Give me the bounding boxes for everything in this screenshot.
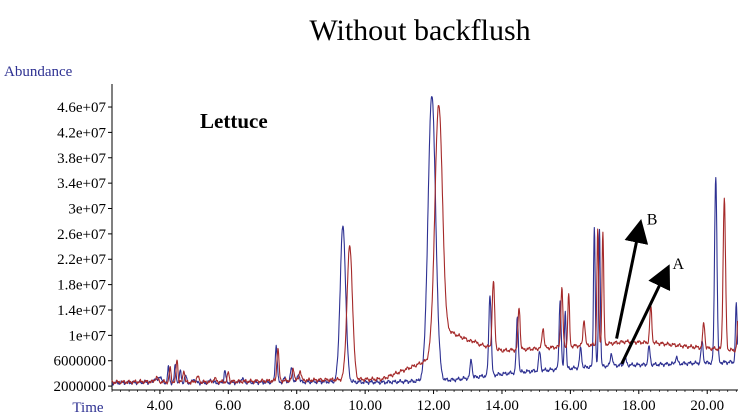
axes: 2000000 6000000 1e+07 1.4e+07 1.8e+07 2.2e+07… [54, 84, 738, 414]
y-tick-label: 1e+07 [68, 328, 106, 344]
sample-label-lettuce: Lettuce [200, 109, 268, 133]
y-tick-label: 3.4e+07 [57, 176, 106, 192]
series-line-b [111, 104, 738, 385]
x-tick-label: 4.00 [147, 398, 173, 414]
y-tick-label: 3e+07 [68, 202, 106, 218]
y-tick-label: 2.2e+07 [57, 252, 106, 268]
y-axis-label: Abundance [4, 64, 73, 80]
y-tick-label: 3.8e+07 [57, 151, 106, 167]
series-layer [111, 96, 738, 386]
y-tick-label: 6000000 [54, 354, 107, 370]
x-tick-label: 8.00 [284, 398, 310, 414]
x-tick-label: 12.00 [417, 398, 451, 414]
y-tick-label: 1.8e+07 [57, 278, 106, 294]
series-line-a [111, 96, 738, 386]
y-tick-label: 2000000 [54, 379, 107, 395]
y-tick-label: 4.2e+07 [57, 125, 106, 141]
x-tick-label: 16.00 [554, 398, 588, 414]
arrow-b [615, 218, 649, 339]
x-tick-label: 20.00 [690, 398, 724, 414]
x-tick-label: 18.00 [622, 398, 656, 414]
arrow-a [620, 264, 671, 365]
x-tick-label: 6.00 [215, 398, 241, 414]
annotation-layer: BA [615, 212, 684, 365]
y-tick-label: 2.6e+07 [57, 227, 106, 243]
x-tick-label: 10.00 [348, 398, 382, 414]
chart-title: Without backflush [309, 14, 530, 47]
arrow-label-b: B [647, 212, 658, 229]
y-tick-label: 4.6e+07 [57, 100, 106, 116]
x-axis-label: Time [72, 400, 103, 416]
arrow-label-a: A [672, 256, 684, 273]
y-tick-label: 1.4e+07 [57, 303, 106, 319]
x-tick-label: 14.00 [485, 398, 519, 414]
